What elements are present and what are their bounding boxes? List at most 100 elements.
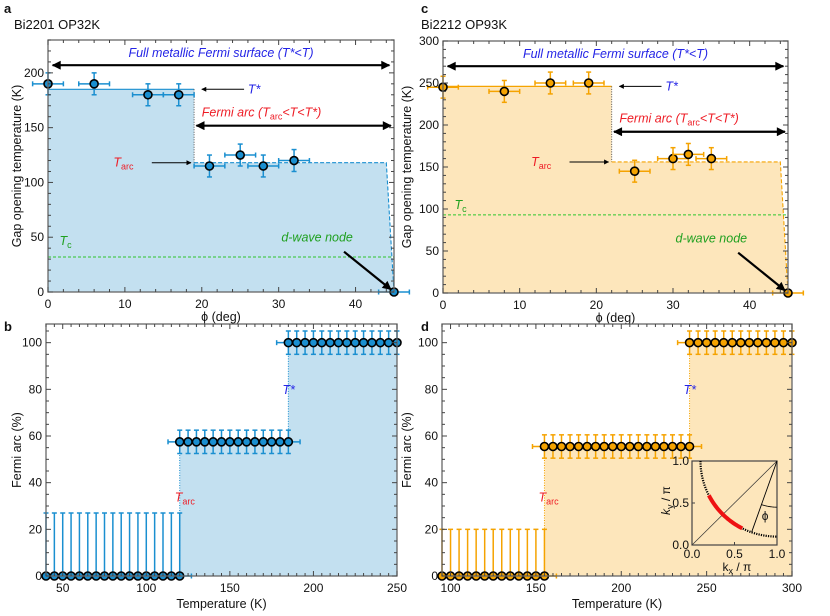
data-point xyxy=(283,337,294,348)
x-tick-label: 300 xyxy=(782,581,802,595)
data-point xyxy=(693,337,703,348)
fermi-arc-label: Fermi arc (Tarc<T<T*) xyxy=(202,106,321,122)
y-axis-label: Fermi arc (%) xyxy=(10,412,24,488)
x-tick-label: 250 xyxy=(387,581,407,595)
data-point xyxy=(358,337,369,348)
tarc-label-part: T xyxy=(538,490,547,504)
fermi-surface-inset: ϕ0.0 0.5 1.00.00.51.0kx / πky / π xyxy=(659,454,786,576)
d-wave-node-label: d-wave node xyxy=(281,231,353,245)
data-point xyxy=(204,161,215,171)
x-tick-label: 100 xyxy=(441,581,461,595)
y-tick-label: 50 xyxy=(31,230,45,244)
fermi-arc-label-part: T xyxy=(680,112,689,126)
phi-label: ϕ xyxy=(762,509,769,523)
data-point xyxy=(308,337,319,348)
data-point xyxy=(350,337,361,348)
inset-y-tick-label: 0.0 xyxy=(672,538,689,552)
x-axis-label: Temperature (K) xyxy=(176,597,266,611)
x-tick-label: 250 xyxy=(697,581,717,595)
x-tick-label: 20 xyxy=(195,297,209,311)
panel-b: 50 100 150 200 250 0 20 40 60 80 100 Tarc T* b Tempera… xyxy=(4,319,407,611)
gap-region-fill xyxy=(443,86,788,293)
fermi-arc-segment xyxy=(707,494,744,531)
x-tick-label: 100 xyxy=(136,581,156,595)
fermi-arc-label-part: arc xyxy=(687,118,700,128)
y-tick-label: 300 xyxy=(419,34,439,48)
data-point xyxy=(258,161,269,171)
data-point xyxy=(275,437,285,447)
data-point xyxy=(683,149,694,160)
data-point xyxy=(684,441,695,452)
panel-letter: d xyxy=(421,319,429,334)
y-tick-label: 40 xyxy=(29,476,43,490)
inset-x-label: kx / π xyxy=(723,560,752,576)
inset-y-label-part: k xyxy=(659,508,673,515)
data-point xyxy=(684,337,695,348)
data-point xyxy=(676,441,686,452)
data-point xyxy=(565,441,575,452)
data-point xyxy=(250,437,260,447)
data-point xyxy=(642,441,652,452)
x-tick-label: 50 xyxy=(56,581,70,595)
full-metallic-label: Full metallic Fermi surface (T*<T) xyxy=(523,47,708,61)
gap-region-fill xyxy=(48,89,394,292)
panel-letter: b xyxy=(4,319,12,334)
data-point xyxy=(633,441,644,452)
data-point xyxy=(367,337,377,348)
data-point xyxy=(573,441,584,452)
data-point xyxy=(225,437,235,447)
data-point xyxy=(710,337,720,348)
data-point xyxy=(89,79,99,89)
data-point xyxy=(333,337,344,348)
y-tick-label: 200 xyxy=(419,118,439,132)
tarc-label-part: arc xyxy=(121,162,134,172)
inset-x-tick-label: 1.0 xyxy=(769,547,786,561)
data-point xyxy=(241,437,252,447)
panel-letter: c xyxy=(421,1,428,16)
x-tick-label: 0 xyxy=(45,297,52,311)
x-axis-label: ϕ (deg) xyxy=(596,311,636,325)
fermi-arc-label-part: T xyxy=(262,106,271,120)
plot-frame xyxy=(47,39,395,293)
fermi-arc-region-fill xyxy=(544,342,792,576)
fermi-arc-label: Fermi arc (Tarc<T<T*) xyxy=(619,112,738,128)
x-axis-label: ϕ (deg) xyxy=(201,310,241,324)
data-point xyxy=(342,337,352,348)
data-point xyxy=(291,337,302,348)
tstar-label: T* xyxy=(665,79,679,93)
inset-y-tick-label: 0.5 xyxy=(672,496,689,510)
data-point xyxy=(590,441,601,452)
fermi-arc-label-part: Fermi arc ( xyxy=(202,106,264,120)
y-tick-label: 100 xyxy=(22,336,42,350)
data-point xyxy=(701,337,712,348)
inset-y-label-part: / π xyxy=(659,486,673,504)
y-tick-label: 80 xyxy=(425,382,439,396)
data-point xyxy=(718,337,729,348)
y-tick-label: 0 xyxy=(37,285,44,299)
y-tick-label: 40 xyxy=(425,476,439,490)
tarc-label: Tarc xyxy=(113,156,134,172)
data-point xyxy=(325,337,335,348)
data-point xyxy=(667,441,678,452)
fermi-arc-label-part: arc xyxy=(270,112,283,122)
data-point xyxy=(258,437,269,447)
data-point xyxy=(183,437,193,447)
data-point xyxy=(174,437,185,447)
data-point xyxy=(727,337,738,348)
tarc-label: Tarc xyxy=(531,155,552,171)
x-tick-label: 30 xyxy=(666,298,680,312)
tarc-label-part: arc xyxy=(182,496,195,506)
tstar-label: T* xyxy=(248,82,262,96)
data-point xyxy=(625,441,635,452)
phi-angle-arc xyxy=(761,504,777,508)
tstar-label: T* xyxy=(282,383,296,397)
y-tick-label: 150 xyxy=(24,121,44,135)
y-axis-label: Fermi arc (%) xyxy=(400,412,414,488)
x-tick-label: 200 xyxy=(303,581,323,595)
fermi-surface-curve xyxy=(699,460,778,538)
data-point xyxy=(208,437,218,447)
tc-label-part: T xyxy=(60,234,69,248)
y-tick-label: 20 xyxy=(425,522,439,536)
x-axis-label: Temperature (K) xyxy=(572,597,662,611)
